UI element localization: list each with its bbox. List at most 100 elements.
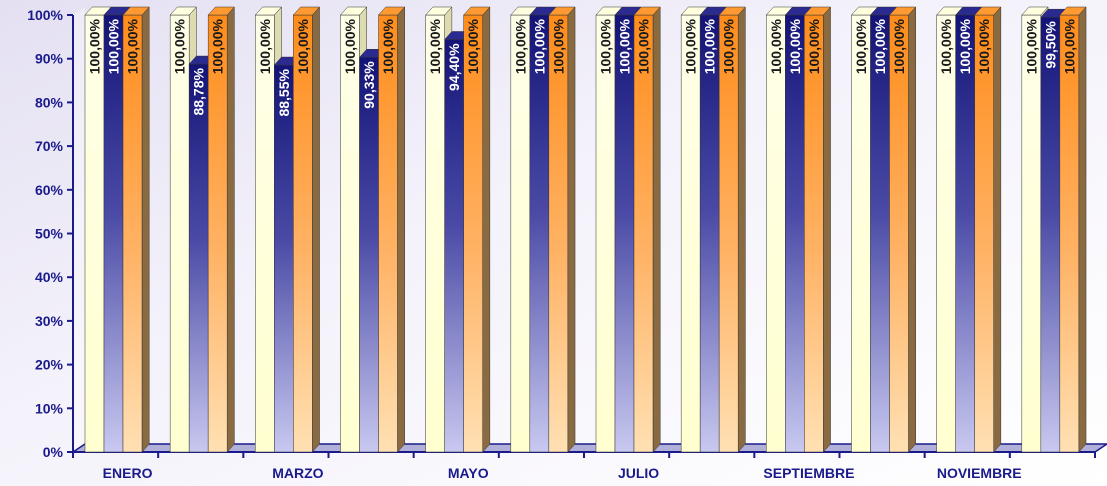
bar <box>633 14 654 453</box>
bar-top <box>803 6 832 16</box>
bar <box>870 14 890 453</box>
data-label: 100,00% <box>787 18 803 74</box>
bar <box>595 14 616 453</box>
bar-top <box>425 6 453 16</box>
bar <box>103 14 124 453</box>
data-label: 100,00% <box>957 18 973 74</box>
data-label: 100,00% <box>702 18 718 74</box>
bar-side <box>908 6 916 453</box>
data-label: 100,00% <box>683 18 699 74</box>
bar-top <box>888 6 917 16</box>
y-tick-label: 20% <box>35 357 64 373</box>
bar <box>548 14 569 453</box>
bar <box>699 14 720 453</box>
bar-top <box>1021 6 1049 16</box>
bar-side <box>397 6 405 453</box>
data-label: 100,00% <box>938 18 954 74</box>
data-label: 100,00% <box>531 18 547 74</box>
y-tick-label: 90% <box>35 51 64 67</box>
bar <box>255 14 275 453</box>
bar-side <box>1078 6 1087 453</box>
bar <box>851 14 871 453</box>
data-label: 100,00% <box>806 18 822 74</box>
data-label: 100,00% <box>976 18 992 74</box>
y-tick-label: 100% <box>27 7 63 23</box>
bar <box>122 14 143 453</box>
y-tick-label: 60% <box>35 182 64 198</box>
y-tick-label: 80% <box>35 94 64 110</box>
data-label: 100,00% <box>106 18 122 74</box>
y-tick-label: 40% <box>35 269 64 285</box>
bar-top <box>974 6 1002 16</box>
bar <box>955 14 975 453</box>
x-category-label: SEPTIEMBRE <box>763 465 854 481</box>
y-tick-label: 70% <box>35 138 64 154</box>
bar-side <box>482 6 491 453</box>
bar <box>444 39 464 453</box>
data-label: 99,50% <box>1042 21 1058 69</box>
bar-side <box>141 6 150 453</box>
bar <box>359 57 379 453</box>
bar-top <box>207 6 235 16</box>
data-label: 100,00% <box>295 18 311 74</box>
bar <box>1040 16 1061 453</box>
data-label: 100,00% <box>125 18 141 74</box>
data-label: 100,00% <box>1061 18 1077 74</box>
bar <box>766 14 786 453</box>
x-category-label: ENERO <box>103 465 153 481</box>
bar-top <box>633 6 661 16</box>
bar-side <box>823 6 831 453</box>
data-label: 100,00% <box>210 18 226 74</box>
y-tick-label: 10% <box>35 400 64 416</box>
bar <box>425 14 445 453</box>
data-label: 100,00% <box>853 18 869 74</box>
data-label: 100,00% <box>257 18 273 74</box>
data-label: 100,00% <box>1023 18 1039 74</box>
y-tick-label: 50% <box>35 226 64 242</box>
data-label: 100,00% <box>512 18 528 74</box>
data-label: 100,00% <box>380 18 396 74</box>
x-category-label: MAYO <box>448 465 489 481</box>
bar-top <box>292 6 321 16</box>
data-label: 100,00% <box>427 18 443 74</box>
bar <box>614 14 635 453</box>
bar-top <box>548 6 576 16</box>
bar-top <box>254 6 283 16</box>
bar <box>1021 14 1042 453</box>
data-label: 100,00% <box>172 18 188 74</box>
data-label: 100,00% <box>465 18 481 74</box>
bar <box>889 14 909 453</box>
data-label: 90,33% <box>361 61 377 109</box>
bar <box>804 14 824 453</box>
bar <box>207 14 228 453</box>
bar <box>274 64 294 453</box>
bar <box>169 14 190 453</box>
data-label: 94,40% <box>446 43 462 91</box>
data-label: 100,00% <box>636 18 652 74</box>
data-label: 100,00% <box>550 18 566 74</box>
bar-side <box>737 6 746 453</box>
bar-side <box>993 6 1002 453</box>
bar <box>293 14 313 453</box>
bar <box>680 14 701 453</box>
data-label: 100,00% <box>87 18 103 74</box>
data-label: 88,78% <box>191 67 207 115</box>
bar <box>785 14 805 453</box>
bar-side <box>567 6 576 453</box>
bar <box>340 14 360 453</box>
data-label: 100,00% <box>721 18 737 74</box>
bar <box>718 14 739 453</box>
bar <box>936 14 956 453</box>
bar <box>974 14 994 453</box>
data-label: 100,00% <box>342 18 358 74</box>
plot-area: 0% 10% 20% 30% 40% 50% 60% 70% 80% 90% 100% 100,00%… <box>27 6 1107 481</box>
x-category-label: MARZO <box>272 465 323 481</box>
bar <box>84 14 105 453</box>
bar-top <box>122 6 150 16</box>
bar-top <box>377 6 406 16</box>
data-label: 100,00% <box>872 18 888 74</box>
data-label: 100,00% <box>768 18 784 74</box>
data-label: 100,00% <box>598 18 614 74</box>
